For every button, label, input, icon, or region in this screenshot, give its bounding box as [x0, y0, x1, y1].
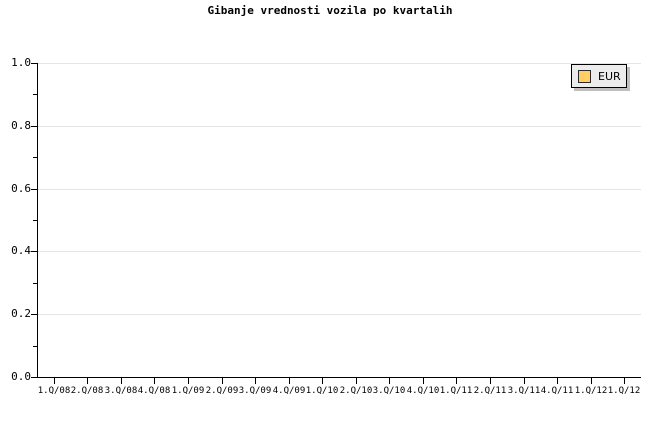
- plot-area: [37, 63, 641, 377]
- x-axis-label: 1.Q/10: [305, 386, 339, 396]
- x-axis-line: [37, 377, 641, 378]
- y-axis-tick: [31, 63, 37, 64]
- x-axis-label: 1.Q/12: [607, 386, 641, 396]
- y-axis-label: 0.6: [11, 181, 31, 195]
- x-axis-label: 2.Q/08: [70, 386, 104, 396]
- gridline: [37, 125, 641, 127]
- y-axis-label: 0.2: [11, 307, 31, 321]
- y-axis-minor-tick: [33, 220, 37, 221]
- legend-label-eur: EUR: [598, 69, 621, 83]
- x-axis-tick: [289, 378, 290, 384]
- y-axis-line: [37, 63, 38, 378]
- legend-swatch-eur: [578, 69, 591, 83]
- x-axis-tick: [255, 378, 256, 384]
- gridline: [37, 251, 641, 253]
- x-axis-tick: [557, 378, 558, 384]
- x-axis-tick: [591, 378, 592, 384]
- y-axis-tick: [31, 314, 37, 316]
- x-axis-label: 3.Q/09: [238, 386, 272, 396]
- x-axis-tick: [624, 378, 625, 384]
- x-axis-tick: [524, 378, 525, 384]
- y-axis-label: 0.4: [11, 244, 31, 258]
- x-axis-tick: [322, 378, 323, 384]
- x-axis-label: 3.Q/08: [104, 386, 138, 396]
- y-axis-label: 0.0: [11, 370, 31, 383]
- y-axis-label: 1.0: [11, 56, 31, 69]
- x-axis-label: 4.Q/08: [137, 386, 171, 396]
- x-axis-tick: [222, 378, 223, 384]
- x-axis-label: 4.Q/09: [272, 386, 306, 396]
- x-axis-tick: [188, 378, 189, 384]
- chart-title: Gibanje vrednosti vozila po kvartalih: [207, 4, 453, 17]
- gridline: [37, 314, 641, 316]
- x-axis-tick: [121, 378, 122, 384]
- y-axis-minor-tick: [33, 94, 37, 96]
- chart-legend[interactable]: EUR: [571, 64, 627, 88]
- x-axis-label: 3.Q/10: [372, 386, 406, 396]
- x-axis-label: 4.Q/11: [540, 386, 574, 396]
- x-axis-label: 2.Q/11: [473, 386, 507, 396]
- x-axis-tick: [154, 378, 155, 384]
- x-axis-tick: [87, 378, 88, 384]
- x-axis-label: 2.Q/10: [339, 386, 373, 396]
- y-axis-tick: [31, 251, 37, 253]
- x-axis-label: 2.Q/09: [205, 386, 239, 396]
- y-axis-tick: [31, 188, 37, 190]
- x-axis-tick: [423, 378, 424, 384]
- x-axis-label: 1.Q/12: [574, 386, 608, 396]
- gridline: [37, 188, 641, 190]
- gridline: [37, 63, 641, 64]
- y-axis-label: 0.8: [11, 118, 31, 132]
- y-axis-minor-tick: [33, 345, 37, 347]
- y-axis-tick: [31, 377, 37, 378]
- x-axis-label: 3.Q/11: [507, 386, 541, 396]
- x-axis-tick: [356, 378, 357, 384]
- x-axis-label: 1.Q/08: [37, 386, 71, 396]
- y-axis-tick: [31, 125, 37, 127]
- x-axis-tick: [54, 378, 55, 384]
- x-axis-tick: [389, 378, 390, 384]
- x-axis-label: 1.Q/09: [171, 386, 205, 396]
- x-axis-tick: [456, 378, 457, 384]
- x-axis-label: 4.Q/10: [406, 386, 440, 396]
- x-axis-label: 1.Q/11: [439, 386, 473, 396]
- y-axis-minor-tick: [33, 157, 37, 159]
- x-axis-tick: [490, 378, 491, 384]
- y-axis-minor-tick: [33, 282, 37, 284]
